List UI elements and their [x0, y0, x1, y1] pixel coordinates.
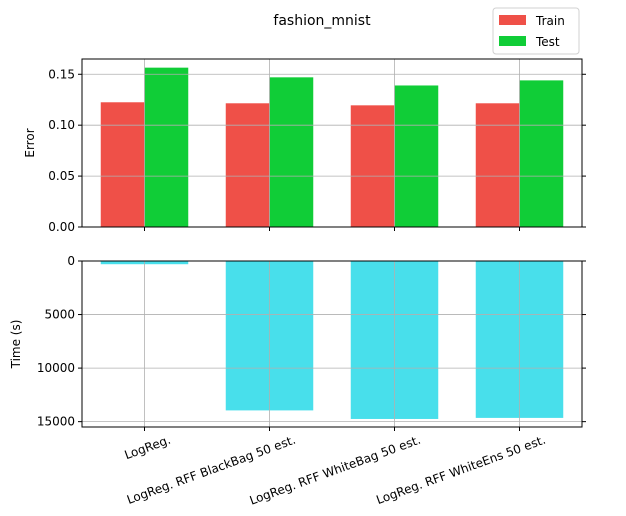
bottom-ylabel: Time (s) — [9, 320, 23, 370]
xtick-label-0: LogReg. — [123, 433, 173, 463]
bottom-ytick-label-2: 10000 — [37, 361, 75, 375]
top-ytick-label-3: 0.15 — [48, 67, 75, 81]
legend-swatch-train — [499, 15, 526, 25]
bar-train-0 — [100, 102, 145, 227]
bar-train-1 — [225, 103, 270, 227]
legend: Train Test — [492, 7, 580, 55]
bar-test-2 — [394, 85, 439, 228]
bottom-ytick-label-1: 5000 — [44, 308, 75, 322]
bottom-plot-frame — [81, 260, 583, 428]
legend-label-test: Test — [535, 35, 560, 49]
top-ytick-label-1: 0.05 — [48, 169, 75, 183]
bar-test-3 — [519, 80, 564, 227]
bottom-ytick-label-3: 15000 — [37, 415, 75, 429]
bar-test-0 — [144, 67, 189, 228]
bar-train-2 — [350, 105, 395, 227]
bar-train-3 — [475, 103, 520, 227]
legend-swatch-test — [499, 36, 526, 46]
legend-label-train: Train — [535, 14, 565, 28]
bottom-ytick-label-0: 0 — [67, 254, 75, 268]
bar-test-1 — [269, 77, 314, 227]
top-plot-frame — [81, 58, 583, 228]
top-ytick-label-2: 0.10 — [48, 118, 75, 132]
top-ytick-label-0: 0.00 — [48, 220, 75, 234]
chart-title: fashion_mnist — [273, 13, 371, 29]
top-ylabel: Error — [23, 128, 37, 157]
